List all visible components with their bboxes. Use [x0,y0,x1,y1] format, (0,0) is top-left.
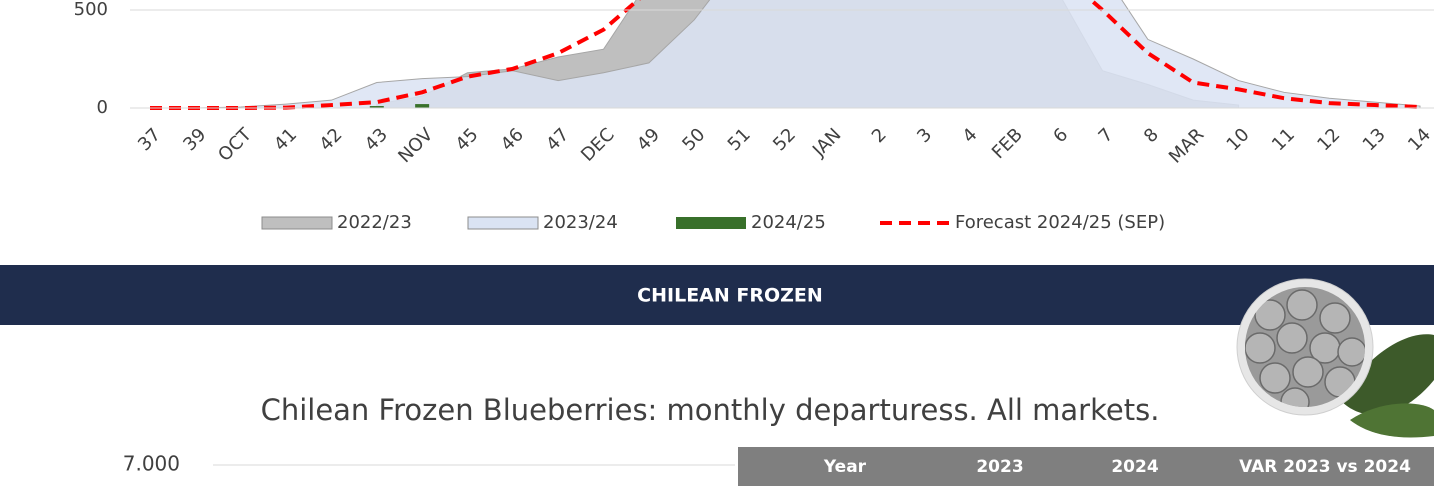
legend-swatch [676,217,746,229]
x-tick-label: 2 [868,124,891,147]
blueberry-image [1236,278,1434,438]
y-tick-label: 500 [74,0,108,20]
column-header: VAR 2023 vs 2024 [1239,457,1411,477]
x-tick-label: 51 [724,124,755,155]
x-tick-label: NOV [394,124,437,167]
area-chart [150,0,1421,110]
legend-label: 2023/24 [543,212,618,233]
x-tick-label: 10 [1223,124,1254,155]
legend-swatch [261,216,333,230]
legend-label: Forecast 2024/25 (SEP) [955,212,1165,233]
x-tick-label: 3 [913,124,936,147]
column-header: Year [823,457,867,477]
x-tick-label: 7 [1095,124,1118,147]
x-tick-label: 12 [1313,124,1344,155]
legend-swatch [467,216,539,230]
x-tick-label: 37 [134,124,165,155]
banner [0,265,1434,325]
y-tick-label: 7.000 [123,452,180,476]
area [150,0,1421,109]
x-tick-label: FEB [988,124,1027,163]
line [150,0,1421,110]
bar [369,106,384,108]
x-tick-label: 11 [1268,124,1299,155]
x-tick-label: 8 [1140,124,1163,147]
x-tick-label: 13 [1359,124,1390,155]
x-tick-label: JAN [808,124,845,161]
chart-title: Chilean Frozen Blueberries: monthly depa… [261,393,1160,427]
table-header [738,447,1434,486]
x-tick-label: 14 [1404,124,1434,155]
x-tick-label: MAR [1165,124,1208,167]
x-tick-label: 49 [633,124,664,155]
legend-label: 2024/25 [751,212,826,233]
x-tick-label: 50 [678,124,709,155]
x-tick-label: 43 [361,124,392,155]
column-header: 2024 [1111,457,1158,477]
x-tick-label: 47 [542,124,573,155]
x-tick-label: 6 [1049,124,1072,147]
legend: 2022/23 2023/24 2024/25 Forecast 2024/25 (S… [261,212,1165,233]
table: Year 2023 2024 VAR 2023 vs 2024 [738,447,1434,486]
legend-label: 2022/23 [337,212,412,233]
x-tick-label: OCT [214,124,256,166]
y-tick-label: 0 [97,97,108,118]
x-tick-label: 42 [315,124,346,155]
x-tick-label: 4 [959,124,982,147]
x-tick-label: 46 [497,124,528,155]
x-tick-label: 45 [452,124,483,155]
x-tick-label: 41 [270,124,301,155]
x-tick-label: DEC [577,124,619,166]
banner-title: CHILEAN FROZEN [637,285,823,307]
bar [415,104,430,108]
line-chart: 7.000 [123,452,735,476]
x-tick-label: 39 [179,124,210,155]
column-header: 2023 [976,457,1023,477]
x-tick-label: 52 [769,124,800,155]
